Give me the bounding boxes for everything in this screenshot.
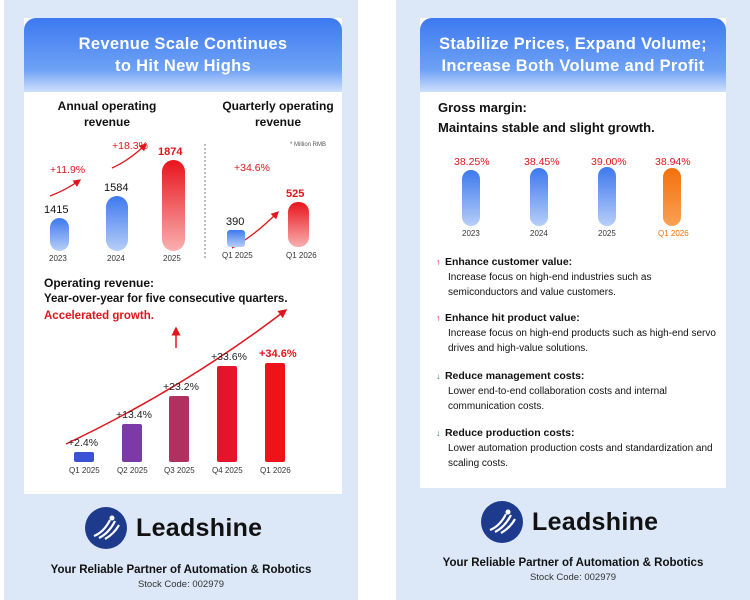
brand-name-left: Leadshine xyxy=(136,513,263,542)
yoy-tick-label: Q4 2025 xyxy=(212,466,243,475)
quarterly-revenue-title: Quarterly operating revenue xyxy=(214,98,342,130)
stock-code-left: Stock Code: 002979 xyxy=(137,579,225,590)
tick-q1-2026: Q1 2026 xyxy=(286,251,317,260)
value-q1-2026: 525 xyxy=(286,188,305,200)
yoy-value-label: +2.4% xyxy=(68,437,99,449)
bullet-body: Increase focus on high-end products such… xyxy=(448,328,716,354)
left-panel: Revenue Scale Continues to Hit New Highs… xyxy=(4,0,358,600)
tick-2023: 2023 xyxy=(49,254,67,263)
arrow-up-icon: ↑ xyxy=(436,257,441,267)
annual-title-line1: Annual operating xyxy=(57,99,157,113)
yoy-bar xyxy=(265,363,285,462)
brand-name-right: Leadshine xyxy=(532,507,659,536)
yoy-title: Operating revenue: xyxy=(44,276,155,290)
revenue-card: Revenue Scale Continues to Hit New Highs… xyxy=(24,18,342,494)
yoy-tick-label: Q2 2025 xyxy=(117,466,148,475)
margin-tick-2023: 2023 xyxy=(462,229,480,238)
yoy-tick-label: Q3 2025 xyxy=(164,466,195,475)
brand-logo-right: Leadshine xyxy=(480,500,658,544)
bullet-body: Lower automation production costs and st… xyxy=(448,443,713,469)
bullet-production-costs: ↓ Reduce production costs: Lower automat… xyxy=(436,423,718,471)
tagline-left: Your Reliable Partner of Automation & Ro… xyxy=(50,564,312,576)
margin-subtitle: Maintains stable and slight growth. xyxy=(438,120,655,135)
bullet-title: Reduce production costs: xyxy=(444,427,575,439)
value-2023: 1415 xyxy=(44,204,69,216)
yoy-trend-arrow xyxy=(65,309,288,445)
margin-tick-q1-2026: Q1 2026 xyxy=(658,229,689,238)
leadshine-emblem-icon xyxy=(481,501,523,543)
bullet-title: Enhance customer value: xyxy=(444,256,573,268)
yoy-tick-label: Q1 2025 xyxy=(69,466,100,475)
strategy-header-line1: Stabilize Prices, Expand Volume; xyxy=(439,35,707,53)
yoy-bar xyxy=(122,423,142,462)
bar-2024 xyxy=(106,196,128,251)
bar-q1-2026 xyxy=(288,202,309,247)
margin-bar-2023 xyxy=(462,170,480,226)
arrow-up-icon: ↑ xyxy=(436,313,441,323)
tick-q1-2025: Q1 2025 xyxy=(222,251,253,260)
yoy-value-label: +33.6% xyxy=(211,351,247,363)
tagline-right: Your Reliable Partner of Automation & Ro… xyxy=(442,557,704,569)
margin-value-2023: 38.25% xyxy=(454,156,490,168)
brand-logo-left: Leadshine xyxy=(84,506,262,550)
bullet-title: Enhance hit product value: xyxy=(444,312,580,324)
yoy-bar xyxy=(169,395,189,462)
quarterly-title-line1: Quarterly operating xyxy=(222,99,334,113)
arrow-down-icon: ↓ xyxy=(436,428,441,438)
bullet-body: Increase focus on high-end industries su… xyxy=(448,272,652,298)
growth-arrow-2025 xyxy=(111,143,147,169)
tick-2025: 2025 xyxy=(163,254,181,263)
bullet-customer-value: ↑ Enhance customer value: Increase focus… xyxy=(436,252,718,300)
margin-tick-2025: 2025 xyxy=(598,229,616,238)
value-2025: 1874 xyxy=(158,146,183,158)
stock-code-right: Stock Code: 002979 xyxy=(529,572,617,583)
growth-label-2024: +11.9% xyxy=(50,164,86,176)
margin-tick-2024: 2024 xyxy=(530,229,548,238)
leadshine-emblem-icon xyxy=(85,507,127,549)
revenue-header-line2: to Hit New Highs xyxy=(115,57,251,75)
bullet-title: Reduce management costs: xyxy=(444,370,585,382)
value-q1-2025: 390 xyxy=(226,216,245,228)
margin-bar-2024 xyxy=(530,168,548,226)
bullet-body: Lower end-to-end collaboration costs and… xyxy=(448,386,668,412)
strategy-header: Stabilize Prices, Expand Volume; Increas… xyxy=(420,18,726,92)
growth-label-quarterly: +34.6% xyxy=(234,162,270,174)
bar-2025 xyxy=(162,160,185,251)
bar-q1-2025 xyxy=(227,230,245,247)
margin-card: Stabilize Prices, Expand Volume; Increas… xyxy=(420,18,726,488)
yoy-value-label: +34.6% xyxy=(259,348,297,361)
annual-title-line2: revenue xyxy=(83,115,131,129)
margin-value-q1-2026: 38.94% xyxy=(655,156,691,168)
growth-label-2025: +18.3% xyxy=(112,140,148,152)
margin-bar-2025 xyxy=(598,167,616,226)
margin-bar-q1-2026 xyxy=(663,168,681,226)
strategy-header-line2: Increase Both Volume and Profit xyxy=(441,57,705,75)
growth-arrow-2024 xyxy=(49,179,82,197)
unit-note: * Million RMB xyxy=(290,142,327,148)
arrow-down-icon: ↓ xyxy=(436,371,441,381)
yoy-bar xyxy=(74,452,94,462)
quarterly-title-line2: revenue xyxy=(254,115,302,129)
yoy-subtitle: Year-over-year for five consecutive quar… xyxy=(44,293,288,305)
tick-2024: 2024 xyxy=(107,254,125,263)
bullet-product-value: ↑ Enhance hit product value: Increase fo… xyxy=(436,308,718,356)
bar-2023 xyxy=(50,218,69,251)
revenue-header-line1: Revenue Scale Continues xyxy=(78,35,288,53)
revenue-header: Revenue Scale Continues to Hit New Highs xyxy=(24,18,342,92)
bullet-management-costs: ↓ Reduce management costs: Lower end-to-… xyxy=(436,366,718,414)
yoy-value-label: +13.4% xyxy=(116,408,152,421)
yoy-highlight: Accelerated growth. xyxy=(44,310,154,322)
yoy-value-label: +23.2% xyxy=(163,380,199,393)
margin-value-2025: 39.00% xyxy=(591,156,627,168)
annual-revenue-title: Annual operating revenue xyxy=(42,98,172,130)
yoy-bar xyxy=(217,366,237,462)
yoy-tick-label: Q1 2026 xyxy=(260,466,291,475)
value-2024: 1584 xyxy=(104,182,129,194)
right-panel: Stabilize Prices, Expand Volume; Increas… xyxy=(396,0,750,600)
margin-title: Gross margin: xyxy=(438,100,527,115)
margin-value-2024: 38.45% xyxy=(524,156,560,168)
